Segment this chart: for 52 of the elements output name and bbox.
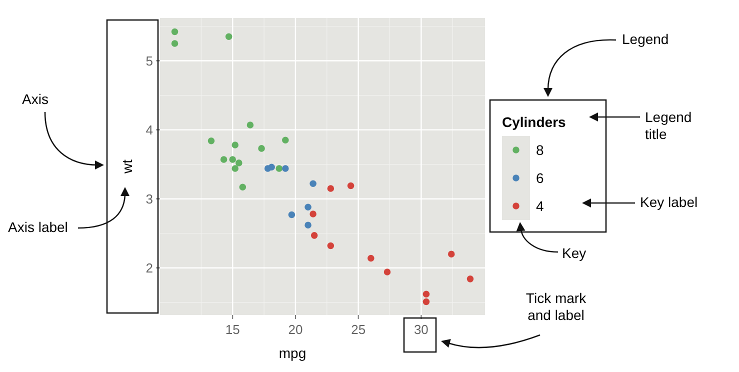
point (236, 160, 242, 166)
legend-label: 6 (536, 170, 544, 186)
text: Tick mark and label (526, 290, 588, 323)
y-axis-title: wt (119, 159, 135, 174)
point (232, 165, 239, 172)
point (327, 242, 334, 250)
point (232, 142, 239, 148)
point (310, 210, 316, 218)
point (239, 184, 246, 190)
point (264, 165, 272, 172)
point (288, 211, 296, 218)
y-tick-label: 4 (146, 122, 153, 138)
point (276, 165, 283, 172)
text: Key label (640, 194, 698, 210)
x-tick-label: 30 (414, 322, 428, 337)
x-axis-title: mpg (278, 345, 306, 361)
point (310, 232, 318, 239)
point (225, 33, 232, 40)
point (304, 222, 312, 228)
point (422, 298, 430, 306)
x-tick-label: 15 (225, 322, 240, 337)
point (258, 145, 265, 152)
text: Legend title (645, 109, 692, 142)
point (282, 136, 289, 144)
point (304, 204, 312, 211)
point (220, 156, 228, 163)
point (347, 182, 354, 190)
text: Legend (622, 31, 669, 47)
point (171, 28, 178, 36)
y-tick-label: 2 (146, 260, 153, 276)
text: Axis label (8, 219, 68, 235)
legend-label: 4 (536, 198, 544, 214)
point (246, 122, 254, 128)
x-tick-label: 25 (351, 322, 366, 337)
point (310, 180, 316, 188)
point (229, 156, 236, 163)
point (422, 290, 430, 298)
point (466, 276, 474, 282)
legend-label: 8 (536, 142, 544, 158)
point (208, 137, 215, 144)
legend-title: Cylinders (502, 114, 566, 130)
point (448, 250, 455, 258)
y-tick-label: 3 (146, 191, 153, 206)
point (384, 268, 391, 276)
point (368, 254, 374, 262)
point (171, 40, 178, 47)
point (327, 185, 334, 192)
y-tick-label: 5 (146, 53, 153, 68)
x-tick-label: 20 (288, 322, 303, 337)
text: Key (562, 245, 586, 261)
point (282, 165, 289, 172)
text: Axis (22, 91, 48, 107)
